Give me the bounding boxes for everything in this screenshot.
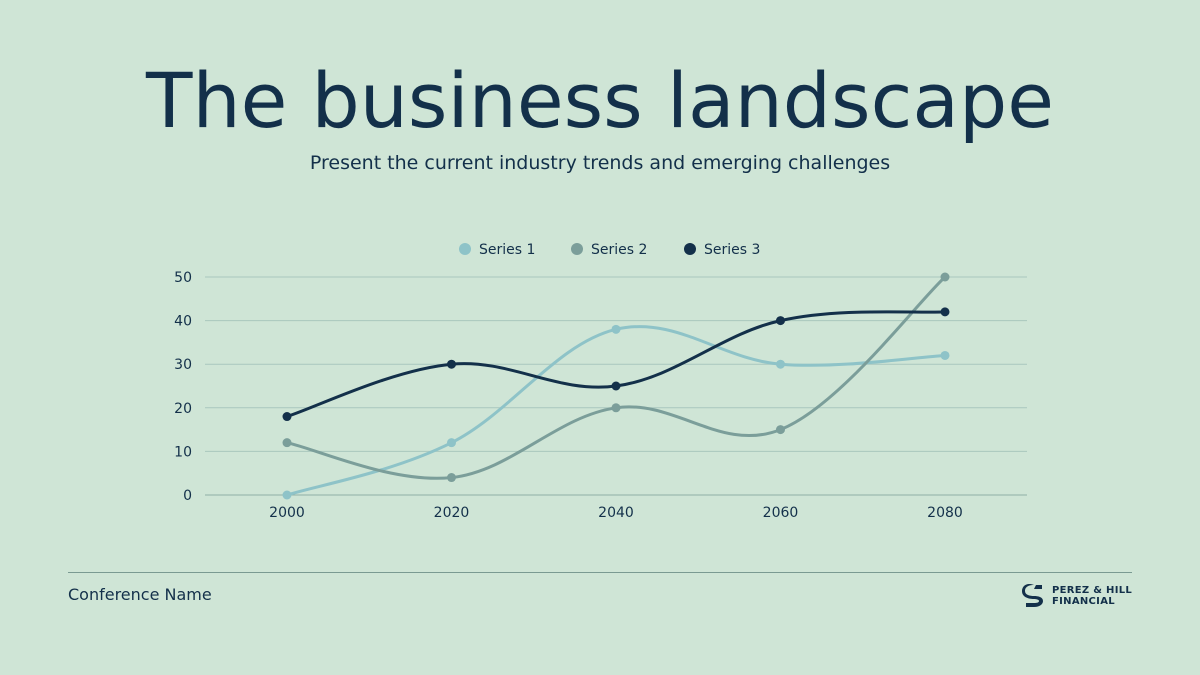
data-point — [776, 425, 785, 435]
series-1 — [282, 324, 950, 500]
line-chart: Series 1 Series 2 Series 3 0 10 20 30 40 50 200… — [174, 242, 1027, 521]
data-point — [282, 412, 292, 422]
legend-label: Series 1 — [479, 242, 535, 258]
legend-swatch — [459, 243, 471, 255]
legend-item: Series 3 — [684, 242, 760, 258]
data-point — [940, 272, 950, 282]
legend-item: Series 2 — [571, 242, 647, 258]
data-point — [611, 324, 621, 334]
y-tick-label: 20 — [174, 401, 192, 417]
data-point — [447, 438, 456, 448]
slide-title: The business landscape — [146, 56, 1054, 145]
brand-line-1: PEREZ & HILL — [1052, 585, 1133, 596]
conference-name: Conference Name — [68, 585, 212, 604]
data-point — [282, 438, 292, 448]
legend-swatch — [684, 243, 696, 255]
legend-item: Series 1 — [459, 242, 535, 258]
chart-legend: Series 1 Series 2 Series 3 — [459, 242, 760, 258]
series-2 — [282, 272, 950, 483]
y-tick-label: 0 — [183, 488, 192, 504]
y-tick-label: 50 — [174, 270, 192, 286]
data-point — [776, 359, 785, 369]
x-tick-label: 2040 — [598, 505, 634, 521]
brand-line-2: FINANCIAL — [1052, 596, 1115, 607]
brand-logo: PEREZ & HILL FINANCIAL — [1022, 584, 1132, 608]
data-point — [940, 350, 950, 360]
data-point — [611, 403, 621, 413]
y-tick-label: 10 — [174, 444, 192, 460]
brand-mark-icon — [1022, 584, 1043, 607]
data-point — [611, 381, 621, 391]
legend-label: Series 2 — [591, 242, 647, 258]
legend-swatch — [571, 243, 583, 255]
y-tick-label: 30 — [174, 357, 192, 373]
data-point — [940, 307, 950, 317]
x-tick-label: 2060 — [763, 505, 799, 521]
brand-name: PEREZ & HILL FINANCIAL — [1052, 585, 1132, 607]
data-point — [447, 473, 456, 483]
chart-series — [282, 272, 950, 500]
x-tick-label: 2000 — [269, 505, 305, 521]
y-tick-label: 40 — [174, 314, 192, 330]
data-point — [282, 490, 292, 500]
y-axis: 0 10 20 30 40 50 — [174, 270, 192, 504]
data-point — [447, 359, 456, 369]
series-3 — [282, 307, 950, 422]
x-tick-label: 2080 — [927, 505, 963, 521]
x-axis: 2000 2020 2040 2060 2080 — [269, 505, 963, 521]
x-tick-label: 2020 — [434, 505, 470, 521]
slide-subtitle: Present the current industry trends and … — [309, 152, 891, 174]
footer-divider — [68, 572, 1132, 573]
data-point — [776, 316, 785, 326]
legend-label: Series 3 — [704, 242, 760, 258]
